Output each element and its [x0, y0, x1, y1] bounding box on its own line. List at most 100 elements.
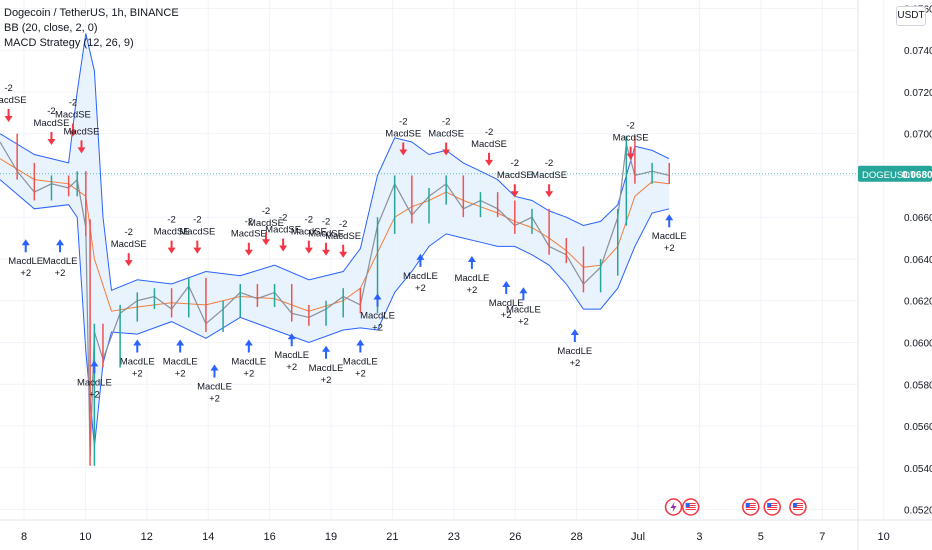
short-arrow-icon[interactable]	[626, 146, 635, 160]
x-tick-label: 16	[263, 531, 275, 543]
x-tick-label: 19	[325, 531, 337, 543]
flag-stripe	[767, 503, 778, 504]
long-arrow-icon[interactable]	[56, 239, 65, 253]
flag-stripe	[745, 507, 756, 508]
short-arrow-icon[interactable]	[193, 240, 202, 254]
long-arrow-icon[interactable]	[502, 281, 511, 295]
long-arrow-icon[interactable]	[356, 339, 365, 353]
flag-stripe	[767, 507, 778, 508]
x-tick-label: 10	[878, 531, 890, 543]
x-tick-label: 23	[448, 531, 460, 543]
short-arrow-icon[interactable]	[244, 242, 253, 256]
long-signal-label: MacdLE	[274, 350, 309, 361]
short-qty-label: -2	[545, 158, 553, 169]
short-arrow-icon[interactable]	[47, 132, 56, 146]
flag-stripe	[792, 507, 803, 508]
short-signal-label: MacdSE	[428, 128, 464, 139]
short-arrow-icon[interactable]	[68, 123, 77, 137]
long-arrow-icon[interactable]	[244, 339, 253, 353]
long-arrow-icon[interactable]	[665, 214, 674, 228]
bb-basis-line	[0, 158, 670, 312]
short-signal-label: MacdSE	[497, 170, 533, 181]
long-arrow-icon[interactable]	[287, 333, 296, 347]
short-arrow-icon[interactable]	[167, 240, 176, 254]
short-arrow-icon[interactable]	[304, 240, 313, 254]
long-signal-label: MacdLE	[454, 273, 489, 284]
flag-stripe	[767, 505, 778, 506]
x-tick-label: 26	[509, 531, 521, 543]
long-qty-label: +2	[501, 310, 512, 321]
short-arrow-icon[interactable]	[545, 184, 554, 198]
flag-canton	[745, 503, 750, 507]
x-tick-label: 3	[696, 531, 702, 543]
long-arrow-icon[interactable]	[176, 339, 185, 353]
long-qty-label: +2	[415, 283, 426, 294]
long-qty-label: +2	[55, 268, 66, 279]
long-qty-label: +2	[132, 368, 143, 379]
short-arrow-icon[interactable]	[279, 238, 288, 252]
short-signal-label: MacdSE	[55, 110, 91, 121]
long-arrow-icon[interactable]	[373, 293, 382, 307]
short-qty-label: -2	[399, 116, 407, 127]
short-arrow-icon[interactable]	[485, 152, 494, 166]
short-arrow-icon[interactable]	[399, 142, 408, 156]
flag-canton	[685, 503, 690, 507]
short-signal-label: MacdSE	[64, 126, 100, 137]
long-qty-label: +2	[372, 323, 383, 334]
short-qty-label: -2	[322, 217, 330, 228]
short-arrow-icon[interactable]	[77, 140, 86, 154]
currency-unit-button[interactable]: USDT	[896, 6, 926, 26]
long-signal-label: MacdLE	[360, 311, 395, 322]
short-arrow-icon[interactable]	[510, 184, 519, 198]
long-arrow-icon[interactable]	[133, 339, 142, 353]
short-arrow-icon[interactable]	[442, 142, 451, 156]
short-signal-label: MacdSE	[34, 118, 70, 129]
flag-stripe	[685, 505, 696, 506]
short-signal-label: MacdSE	[613, 133, 649, 144]
long-qty-label: +2	[243, 368, 254, 379]
flag-stripe	[792, 503, 803, 504]
flag-stripe	[685, 509, 696, 510]
short-signal-label: MacdSE	[265, 225, 301, 236]
short-qty-label: -2	[305, 215, 313, 226]
bb-indicator-label[interactable]: BB (20, close, 2, 0)	[4, 22, 98, 34]
flag-stripe	[792, 505, 803, 506]
short-arrow-icon[interactable]	[322, 242, 331, 256]
long-qty-label: +2	[664, 243, 675, 254]
short-arrow-icon[interactable]	[261, 232, 270, 246]
x-tick-label: 10	[79, 531, 91, 543]
long-arrow-icon[interactable]	[21, 239, 30, 253]
long-qty-label: +2	[466, 285, 477, 296]
long-arrow-icon[interactable]	[416, 253, 425, 267]
long-arrow-icon[interactable]	[519, 287, 528, 301]
long-arrow-icon[interactable]	[467, 255, 476, 269]
bb-lower-line	[0, 179, 670, 447]
long-arrow-icon[interactable]	[210, 364, 219, 378]
short-arrow-icon[interactable]	[124, 253, 133, 267]
long-arrow-icon[interactable]	[570, 329, 579, 343]
symbol-title[interactable]: Dogecoin / TetherUS, 1h, BINANCE	[4, 7, 179, 19]
short-arrow-icon[interactable]	[4, 109, 13, 123]
macd-strategy-label[interactable]: MACD Strategy (12, 26, 9)	[4, 37, 134, 49]
short-signal-label: MacdSE	[0, 95, 27, 106]
short-signal-label: MacdSE	[291, 227, 327, 238]
flag-stripe	[745, 509, 756, 510]
short-qty-label: -2	[245, 217, 253, 228]
x-tick-label: 8	[21, 531, 27, 543]
flag-stripe	[745, 505, 756, 506]
long-arrow-icon[interactable]	[322, 345, 331, 359]
short-arrow-icon[interactable]	[339, 244, 348, 258]
chart-legend: Dogecoin / TetherUS, 1h, BINANCE BB (20,…	[4, 6, 179, 51]
x-tick-label: Jul	[631, 531, 645, 543]
short-signal-label: MacdSE	[154, 227, 190, 238]
long-qty-label: +2	[175, 368, 186, 379]
flag-stripe	[792, 509, 803, 510]
long-arrow-icon[interactable]	[90, 360, 99, 374]
long-signal-label: MacdLE	[343, 356, 378, 367]
short-qty-label: -2	[69, 98, 77, 109]
